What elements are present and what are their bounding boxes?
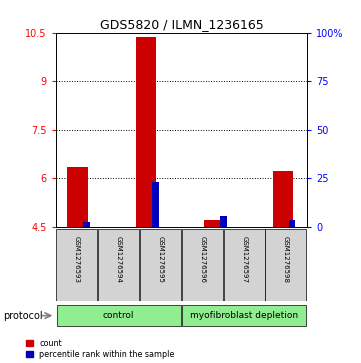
Bar — [68, 167, 88, 227]
Bar — [265, 229, 306, 301]
Legend: count, percentile rank within the sample: count, percentile rank within the sample — [26, 339, 175, 359]
Bar — [223, 229, 265, 301]
Bar — [83, 222, 90, 227]
Text: myofibroblast depletion: myofibroblast depletion — [190, 311, 298, 320]
Bar — [220, 216, 227, 227]
Bar — [182, 229, 223, 301]
Text: GSM1276593: GSM1276593 — [74, 236, 80, 283]
Bar — [98, 229, 139, 301]
Text: GSM1276594: GSM1276594 — [116, 236, 122, 283]
Text: GSM1276597: GSM1276597 — [241, 236, 247, 283]
Bar — [57, 305, 180, 326]
Bar — [204, 220, 225, 227]
Bar — [273, 171, 293, 227]
Text: GSM1276595: GSM1276595 — [157, 236, 164, 283]
Text: GSM1276598: GSM1276598 — [283, 236, 289, 283]
Text: GSM1276596: GSM1276596 — [199, 236, 205, 283]
Bar — [288, 220, 295, 227]
Bar — [56, 229, 97, 301]
Text: control: control — [103, 311, 134, 320]
Bar — [136, 37, 156, 227]
Text: protocol: protocol — [4, 311, 43, 321]
Bar — [152, 182, 159, 227]
Title: GDS5820 / ILMN_1236165: GDS5820 / ILMN_1236165 — [100, 19, 263, 32]
Bar — [140, 229, 181, 301]
Bar — [182, 305, 306, 326]
